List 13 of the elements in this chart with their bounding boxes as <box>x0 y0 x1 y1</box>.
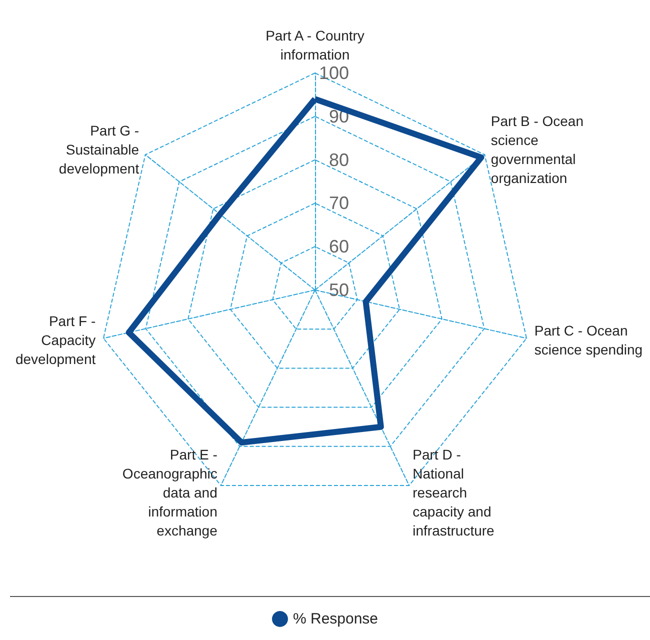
spoke-label: Part F - Capacity development <box>15 313 96 368</box>
y-tick-label: 60 <box>328 236 349 257</box>
y-tick-label: 50 <box>328 280 349 300</box>
y-tick-label: 80 <box>328 150 349 170</box>
spoke-label: Part B - Ocean science governmental organization <box>490 113 584 186</box>
y-tick-label: 70 <box>328 193 349 214</box>
spoke-label: Part A - Country information <box>266 28 364 63</box>
legend-label: % Response <box>292 610 378 628</box>
spoke-label: Part C - Ocean science spending <box>534 322 643 358</box>
spoke-label: Part G - Sustainable development <box>58 122 140 177</box>
spoke-label: Part E - Oceanographic data and information exchange <box>122 446 218 539</box>
spoke-label: Part D - National research capacity and infrastructure <box>412 446 495 539</box>
y-tick-label: 100 <box>318 63 349 83</box>
